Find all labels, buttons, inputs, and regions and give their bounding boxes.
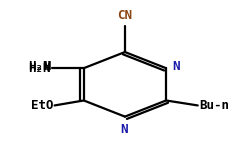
Text: CN: CN: [117, 9, 133, 22]
Text: Bu-n: Bu-n: [199, 99, 229, 112]
Text: H: H: [43, 60, 51, 73]
Text: N: N: [172, 60, 180, 73]
Text: N: N: [120, 123, 127, 136]
Text: H₂N: H₂N: [28, 62, 51, 75]
Text: EtO: EtO: [31, 99, 53, 112]
Text: H₂N: H₂N: [28, 60, 51, 73]
